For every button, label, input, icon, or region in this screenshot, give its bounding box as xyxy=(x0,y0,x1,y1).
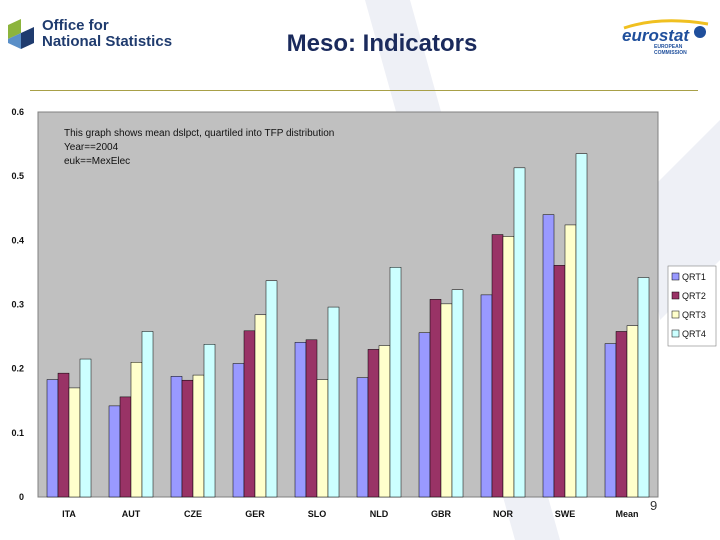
bar-qrt1-cze xyxy=(170,376,183,498)
bar-qrt2-aut xyxy=(119,396,132,498)
legend-label-qrt1: QRT1 xyxy=(682,272,706,282)
legend-swatch-qrt1 xyxy=(671,272,680,281)
x-category-label: NLD xyxy=(370,509,389,519)
bar-qrt1-ita xyxy=(46,379,59,498)
y-tick-label: 0.1 xyxy=(11,428,24,438)
eurostat-logo: eurostat EUROPEAN COMMISSION xyxy=(620,18,712,56)
bar-qrt1-slo xyxy=(294,342,307,498)
legend-label-qrt3: QRT3 xyxy=(682,310,706,320)
bar-qrt1-ger xyxy=(232,363,245,498)
bar-qrt3-ger xyxy=(254,314,267,498)
legend-label-qrt2: QRT2 xyxy=(682,291,706,301)
ons-name-line1: Office for xyxy=(42,17,109,34)
page-title: Meso: Indicators xyxy=(286,30,478,57)
bar-qrt3-nor xyxy=(502,236,515,498)
bar-qrt3-slo xyxy=(316,379,329,498)
y-tick-label: 0.2 xyxy=(11,364,24,374)
bar-qrt4-nld xyxy=(389,267,402,498)
ons-name-line2: National Statistics xyxy=(42,33,173,50)
bar-qrt4-mean xyxy=(637,277,650,498)
title-divider xyxy=(30,90,698,91)
bar-qrt2-gbr xyxy=(429,299,442,498)
bar-qrt2-swe xyxy=(553,265,566,498)
legend-label-qrt4: QRT4 xyxy=(682,329,706,339)
bar-qrt3-nld xyxy=(378,345,391,498)
bar-qrt4-cze xyxy=(203,344,216,498)
eurostat-subtitle: EUROPEAN COMMISSION xyxy=(654,44,687,56)
x-category-label: SLO xyxy=(308,509,327,519)
x-category-label: AUT xyxy=(122,509,141,519)
annotation-line-2: Year==2004 xyxy=(64,142,119,153)
annotation-line-1: This graph shows mean dslpct, quartiled … xyxy=(64,128,334,139)
bar-qrt4-slo xyxy=(327,306,340,498)
bar-chart: This graph shows mean dslpct, quartiled … xyxy=(11,107,717,519)
eurostat-wordmark: eurostat xyxy=(622,26,690,45)
bar-qrt3-swe xyxy=(564,224,577,498)
y-tick-label: 0.6 xyxy=(11,107,24,117)
bar-qrt1-nld xyxy=(356,377,369,498)
bar-qrt2-nor xyxy=(491,234,504,498)
bar-qrt4-gbr xyxy=(451,289,464,498)
bar-qrt2-mean xyxy=(615,331,628,498)
bar-qrt1-swe xyxy=(542,214,555,498)
y-tick-label: 0.3 xyxy=(11,300,24,310)
legend-swatch-qrt3 xyxy=(671,310,680,319)
page-number: 9 xyxy=(650,498,658,513)
y-tick-label: 0.5 xyxy=(11,171,24,181)
bar-qrt2-ita xyxy=(57,372,70,498)
x-category-label: NOR xyxy=(493,509,514,519)
y-tick-label: 0 xyxy=(19,492,24,502)
bar-qrt2-cze xyxy=(181,379,194,498)
bar-qrt4-swe xyxy=(575,153,588,498)
bar-qrt4-ger xyxy=(265,280,278,498)
x-category-label: Mean xyxy=(615,509,638,519)
bar-qrt2-nld xyxy=(367,349,380,498)
ons-logo: Office for National Statistics xyxy=(8,18,172,50)
x-category-label: GBR xyxy=(431,509,452,519)
x-category-label: CZE xyxy=(184,509,202,519)
bar-qrt4-nor xyxy=(513,167,526,498)
bar-qrt1-mean xyxy=(604,343,617,498)
bar-qrt1-aut xyxy=(108,405,121,498)
x-category-label: ITA xyxy=(62,509,76,519)
legend-swatch-qrt2 xyxy=(671,291,680,300)
eurostat-swoosh-icon xyxy=(623,19,709,38)
bar-qrt3-ita xyxy=(68,387,81,498)
bar-qrt4-ita xyxy=(79,358,92,498)
bar-qrt3-aut xyxy=(130,362,143,498)
bar-qrt1-gbr xyxy=(418,332,431,498)
bar-qrt2-slo xyxy=(305,339,318,498)
legend-swatch-qrt4 xyxy=(671,329,680,338)
bar-qrt2-ger xyxy=(243,330,256,498)
y-tick-label: 0.4 xyxy=(11,235,24,245)
annotation-line-3: euk==MexElec xyxy=(64,156,130,167)
x-category-label: SWE xyxy=(555,509,576,519)
bar-qrt3-gbr xyxy=(440,303,453,498)
bar-qrt1-nor xyxy=(480,294,493,498)
bar-qrt3-cze xyxy=(192,374,205,498)
x-category-label: GER xyxy=(245,509,265,519)
bar-qrt4-aut xyxy=(141,331,154,498)
bar-qrt3-mean xyxy=(626,325,639,498)
ons-logo-mark-icon xyxy=(8,19,34,49)
